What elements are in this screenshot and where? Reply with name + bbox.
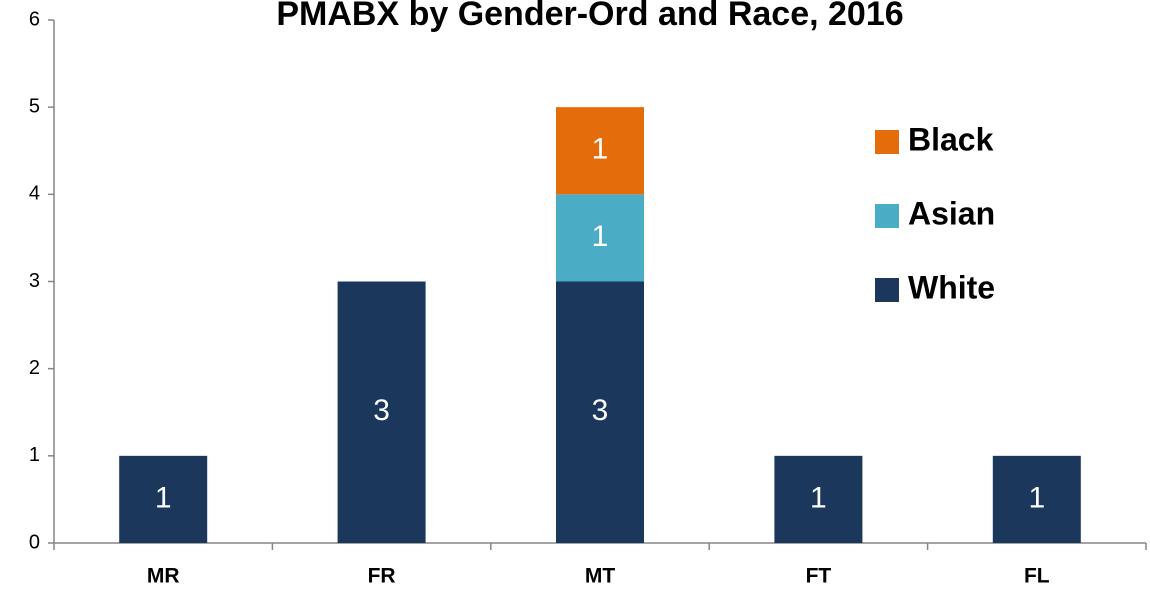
data-label: 1 bbox=[1028, 481, 1045, 514]
bar-segment bbox=[119, 455, 208, 543]
x-tick-label: FR bbox=[368, 565, 396, 588]
y-tick-label: 1 bbox=[29, 444, 40, 466]
bar-segment bbox=[992, 455, 1081, 543]
data-label: 1 bbox=[592, 220, 609, 253]
x-tick-label: FL bbox=[1024, 565, 1050, 588]
data-label: 1 bbox=[810, 481, 827, 514]
data-label: 3 bbox=[373, 394, 390, 427]
x-tick-label: MT bbox=[585, 565, 615, 588]
legend-swatch bbox=[875, 278, 899, 302]
data-label: 3 bbox=[592, 394, 609, 427]
chart-title: PMABX by Gender-Ord and Race, 2016 bbox=[276, 0, 903, 33]
y-tick-label: 4 bbox=[29, 183, 40, 205]
x-tick-label: FT bbox=[806, 565, 832, 588]
data-label: 1 bbox=[592, 133, 609, 166]
data-label: 1 bbox=[155, 481, 172, 514]
x-tick-label: MR bbox=[147, 565, 180, 588]
bar-segment bbox=[774, 455, 863, 543]
bar-segment bbox=[556, 281, 644, 543]
legend-label: White bbox=[908, 269, 995, 305]
y-tick-label: 0 bbox=[29, 531, 40, 553]
bar-segment bbox=[556, 107, 644, 195]
legend-swatch bbox=[875, 130, 899, 154]
bar-segment bbox=[556, 194, 644, 282]
y-tick-label: 2 bbox=[29, 357, 40, 379]
legend-label: Black bbox=[908, 121, 994, 157]
legend-swatch bbox=[875, 204, 899, 228]
y-tick-label: 5 bbox=[29, 95, 40, 117]
legend-label: Asian bbox=[908, 195, 995, 231]
y-tick-label: 3 bbox=[29, 270, 40, 292]
bar-segment bbox=[337, 281, 426, 543]
y-tick-label: 6 bbox=[29, 8, 40, 30]
